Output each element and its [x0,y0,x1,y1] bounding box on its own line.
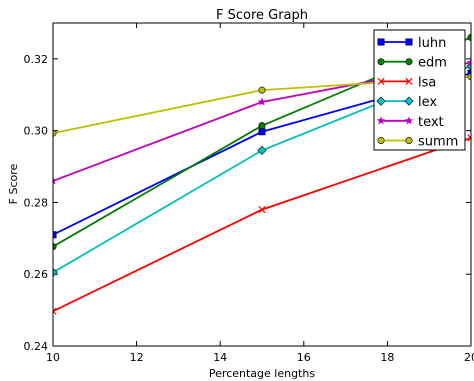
legend: luhn edm lsa lex text summ [373,29,466,151]
x-tick-label: 18 [380,351,394,364]
legend-marker [404,96,414,106]
legend-item: text [376,115,444,130]
legend-marker [405,77,413,86]
data-point-edm [53,243,57,251]
chart-title: F Score Graph [216,8,308,23]
legend-label: luhn [418,36,446,51]
legend-marker [377,38,385,46]
x-tick-label: 10 [46,351,60,364]
x-axis-label: Percentage lengths [209,367,315,380]
plot-area: 1012141618200.240.260.280.300.32luhnedml… [24,22,474,364]
legend-marker [376,116,386,125]
legend-label: summ [418,135,458,150]
data-point-lsa [258,205,266,214]
y-tick-label: 0.24 [24,340,49,353]
legend-label: lsa [418,75,436,90]
legend-item: summ [377,135,458,150]
legend-item: edm [377,56,447,71]
x-tick-label: 12 [130,351,144,364]
y-tick-label: 0.28 [24,196,49,209]
data-point-lex [53,267,58,278]
legend-marker [405,137,413,145]
y-tick-label: 0.32 [24,53,49,66]
legend-box [373,29,466,151]
series-line-lsa [53,136,471,312]
data-point-text [257,97,267,106]
legend-marker [405,58,413,66]
data-point-lsa [53,307,57,315]
x-tick-label: 14 [213,351,227,364]
y-axis-label: F Score [7,163,20,204]
legend-marker [377,58,385,66]
data-point-lex [257,145,267,156]
data-point-text [466,57,471,67]
y-tick-label: 0.30 [24,125,49,138]
legend-label: text [418,115,444,130]
x-tick-label: 16 [297,351,311,364]
legend-item: lex [376,95,437,110]
legend-marker [377,137,385,145]
y-tick-label: 0.26 [24,268,49,281]
data-point-luhn [258,128,266,136]
legend-marker [376,96,386,106]
legend-label: edm [418,56,447,71]
legend-marker [377,77,385,86]
data-point-edm [258,122,266,130]
legend-label: lex [418,95,437,110]
legend-item: luhn [377,36,446,51]
legend-marker [404,116,414,125]
data-point-summ [258,86,266,94]
data-point-lsa [467,134,471,142]
data-point-summ [53,129,57,137]
plot-frame [52,22,472,347]
legend-marker [405,38,413,46]
legend-item: lsa [377,75,436,90]
x-tick-label: 20 [464,351,474,364]
data-point-luhn [53,231,57,239]
data-point-text [53,176,58,185]
